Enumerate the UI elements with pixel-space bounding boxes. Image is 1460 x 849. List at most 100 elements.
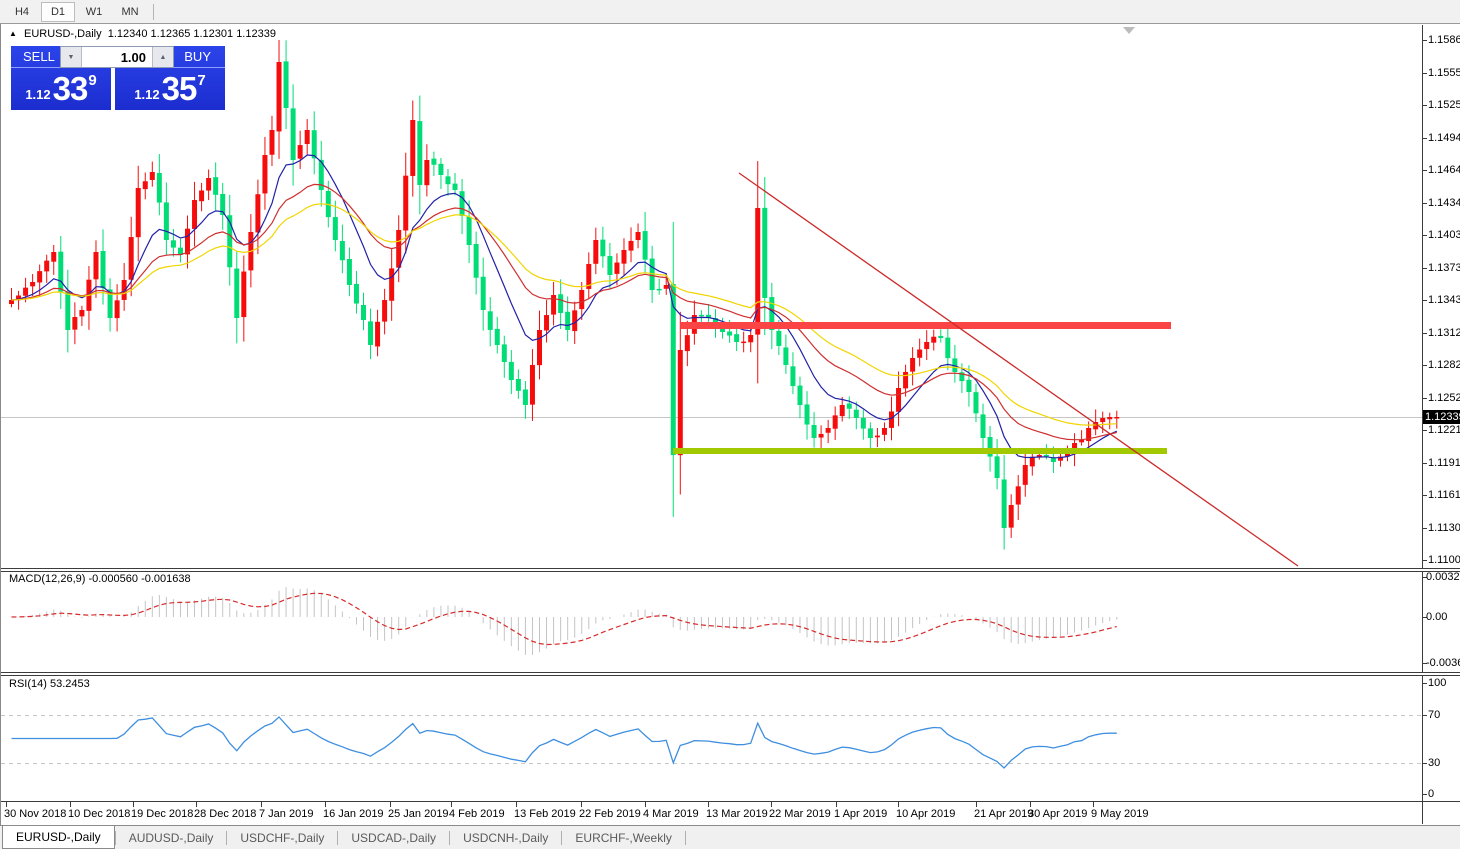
- candle-body: [318, 159, 324, 190]
- date-axis[interactable]: 30 Nov 2018 10 Dec 2018 19 Dec 2018 28 Dec …: [1, 802, 1422, 824]
- candle-body: [720, 326, 726, 332]
- candle-body: [515, 378, 521, 391]
- candle-body: [283, 61, 289, 108]
- candle-body: [642, 231, 648, 260]
- symbol-tab-usdcnh[interactable]: USDCNH-,Daily: [463, 830, 549, 845]
- volume-increase-icon[interactable]: ▲: [152, 47, 173, 67]
- candle-body: [177, 247, 183, 255]
- one-click-trading-panel: SELL 1.12 33 9 BUY 1.12 35 7 ▼ ▲: [11, 46, 225, 110]
- date-tick: [261, 802, 262, 807]
- panel-splitter-rsi[interactable]: [1, 672, 1460, 676]
- candle-body: [170, 240, 176, 248]
- price-tick: [1422, 267, 1427, 269]
- date-tick: [708, 802, 709, 807]
- candle-body: [213, 177, 219, 195]
- price-tick-label: 1.15860: [1428, 34, 1460, 46]
- date-tick-label: 4 Mar 2019: [643, 808, 699, 820]
- candle-body: [924, 342, 930, 350]
- chart-canvas[interactable]: [1, 24, 1460, 825]
- timeframe-buttons: H4 D1 W1 MN: [4, 1, 148, 22]
- candle-body: [241, 271, 247, 318]
- candle-body: [903, 371, 909, 389]
- symbol-tab-eurchf[interactable]: EURCHF-,Weekly: [575, 830, 672, 845]
- timeframe-button-h4[interactable]: H4: [14, 5, 30, 18]
- candle-body: [593, 240, 599, 264]
- moving-average-22[interactable]: [11, 183, 1117, 441]
- sell-price[interactable]: 1.12 33 9: [11, 68, 111, 110]
- price-tick: [1422, 105, 1427, 106]
- resistance-line[interactable]: [681, 322, 1171, 329]
- buy-price[interactable]: 1.12 35 7: [115, 68, 225, 110]
- candle-body: [508, 361, 514, 380]
- price-tick: [1422, 560, 1427, 561]
- candle-body: [51, 252, 57, 262]
- rsi-tick-label: 30: [1428, 757, 1441, 769]
- date-tick: [1093, 802, 1094, 807]
- price-tick-label: 1.15555: [1428, 66, 1460, 79]
- price-tick: [1422, 430, 1427, 431]
- candle-body: [987, 437, 993, 457]
- volume-spinner: ▼ ▲: [60, 46, 174, 68]
- date-tick: [70, 802, 71, 807]
- candle-body: [776, 330, 782, 346]
- scroll-to-end-icon: [1123, 27, 1135, 34]
- candle-body: [727, 331, 733, 336]
- support-line[interactable]: [673, 448, 1167, 454]
- date-tick-label: 13 Mar 2019: [706, 808, 768, 820]
- candle-body: [628, 240, 634, 251]
- candle-body: [361, 304, 366, 320]
- candles-layer: [9, 40, 1120, 550]
- candle-body: [79, 310, 85, 317]
- moving-average-10[interactable]: [11, 154, 1118, 459]
- chart-window[interactable]: ▲ EURUSD-,Daily 1.12340 1.12365 1.12301 …: [0, 24, 1460, 825]
- panel-splitter-macd[interactable]: [1, 568, 1460, 572]
- candle-body: [1079, 440, 1085, 443]
- price-tick-label: 1.14645: [1428, 164, 1460, 176]
- price-tick-label: 1.13125: [1428, 326, 1460, 339]
- price-tick: [1422, 495, 1427, 496]
- candle-body: [424, 160, 430, 186]
- timeframe-button-w1[interactable]: W1: [85, 5, 103, 18]
- candle-body: [881, 428, 887, 435]
- symbol-tab-usdchf[interactable]: USDCHF-,Daily: [240, 830, 325, 845]
- candle-body: [600, 239, 606, 257]
- candle-body: [16, 295, 22, 301]
- candle-body: [973, 392, 979, 414]
- candle-body: [621, 250, 627, 264]
- candle-body: [382, 300, 388, 322]
- moving-average-34[interactable]: [11, 203, 1117, 426]
- candle-body: [537, 330, 542, 366]
- timeframe-button-d1[interactable]: D1: [41, 1, 75, 22]
- price-tick-label: 1.12820: [1428, 359, 1460, 371]
- candle-body: [1057, 456, 1063, 461]
- date-tick: [325, 802, 326, 807]
- current-price-label: 1.12339: [1423, 410, 1460, 424]
- volume-input[interactable]: [82, 47, 152, 67]
- candle-body: [529, 364, 535, 405]
- candle-body: [396, 230, 402, 268]
- candle-body: [1100, 418, 1106, 423]
- symbol-tab-usdcad[interactable]: USDCAD-,Daily: [351, 830, 437, 845]
- candle-body: [1065, 452, 1070, 457]
- candle-body: [551, 295, 557, 315]
- timeframe-button-mn[interactable]: MN: [121, 5, 139, 18]
- symbol-tab-eurusd[interactable]: EURUSD-,Daily: [2, 826, 115, 849]
- macd-tick-label: 0.003287: [1426, 571, 1460, 583]
- price-tick: [1422, 527, 1427, 529]
- descending-trendline[interactable]: [738, 172, 1299, 567]
- volume-decrease-icon[interactable]: ▼: [61, 47, 82, 67]
- candle-body: [734, 334, 740, 342]
- candle-body: [677, 350, 683, 456]
- candle-body: [480, 276, 486, 310]
- candle-body: [1036, 455, 1042, 457]
- symbol-tab-audusd[interactable]: AUDUSD-,Daily: [128, 830, 214, 845]
- candle-body: [586, 263, 592, 289]
- date-tick-label: 30 Nov 2018: [4, 808, 67, 820]
- price-tick-label: 1.13735: [1428, 261, 1460, 274]
- candle-body: [910, 358, 916, 372]
- candle-body: [635, 232, 641, 241]
- candle-body: [297, 145, 303, 159]
- candle-body: [558, 294, 564, 314]
- candle-body: [1022, 465, 1028, 485]
